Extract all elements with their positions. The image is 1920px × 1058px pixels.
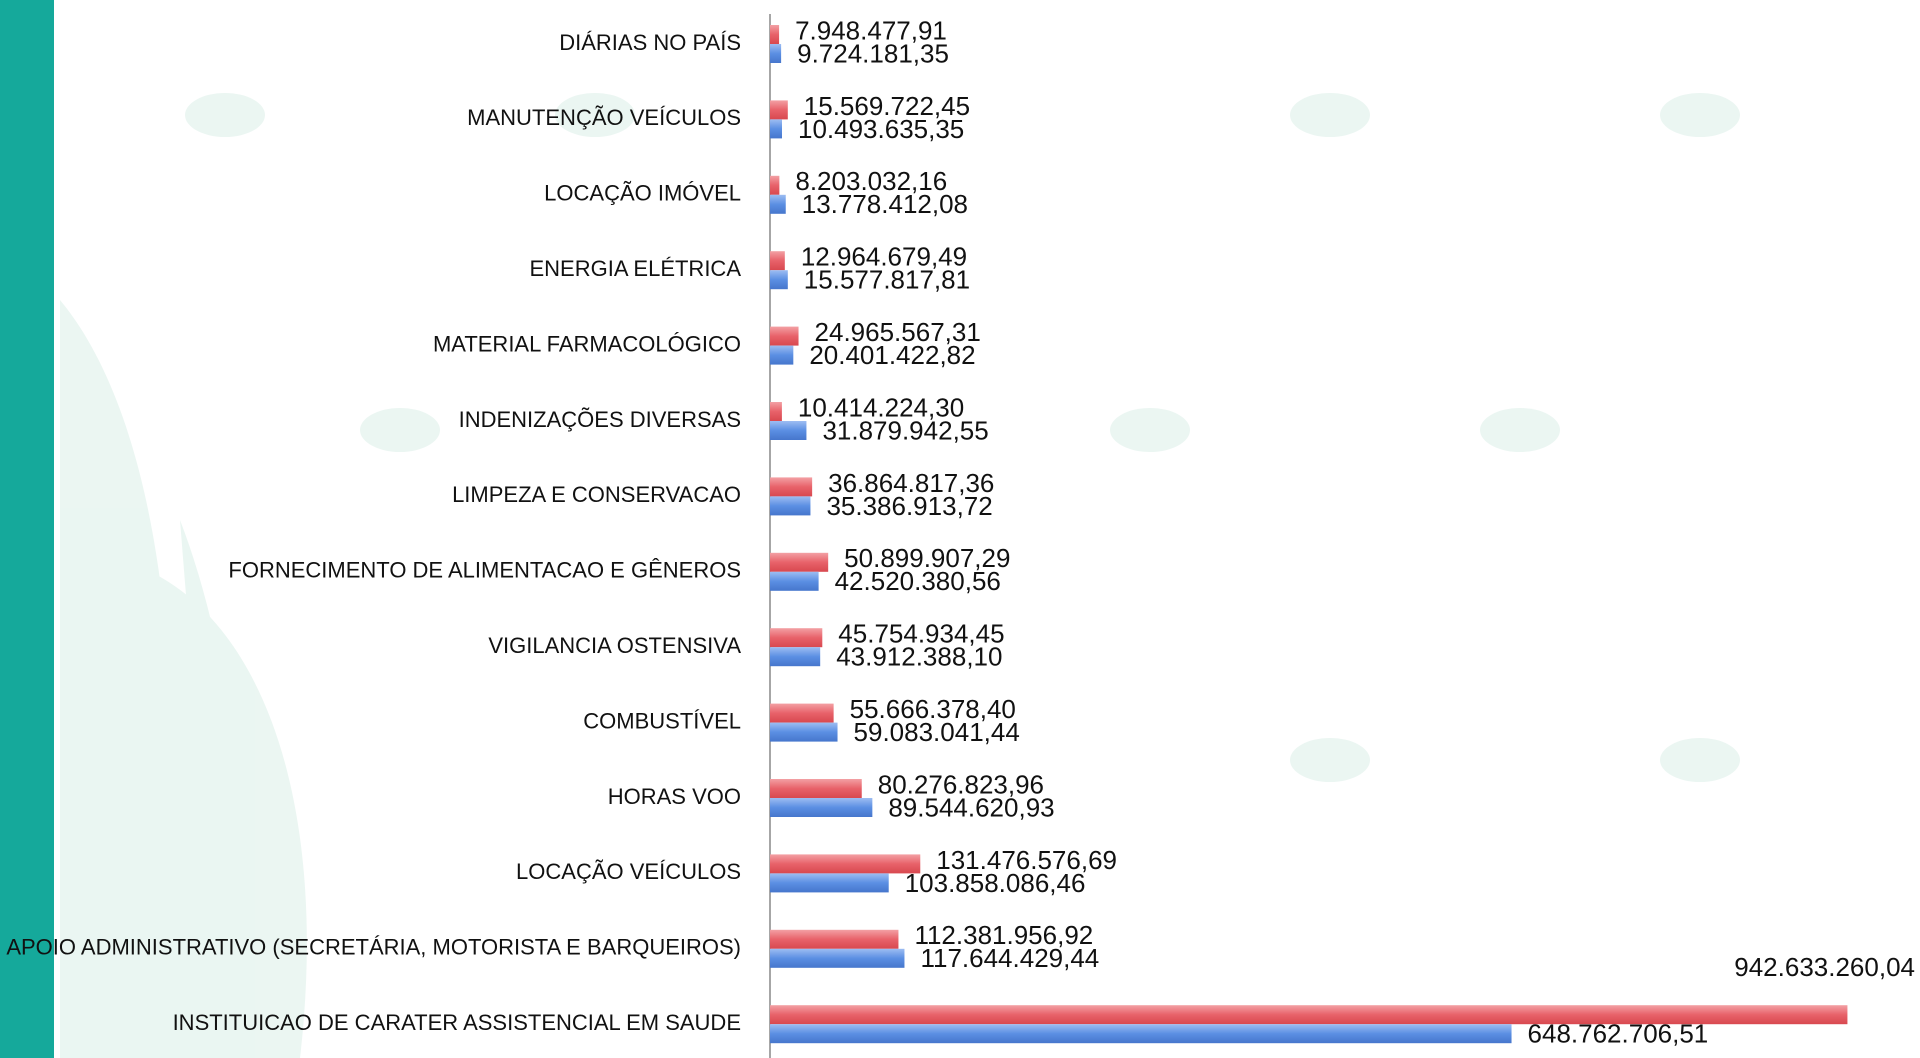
value-label: 13.778.412,08 [802,189,968,219]
value-label: 10.493.635,35 [798,114,964,144]
category-label: MATERIAL FARMACOLÓGICO [433,331,741,356]
bar [770,327,799,346]
bar [770,798,872,817]
category-label: LIMPEZA E CONSERVACAO [452,482,741,507]
category-label: DIÁRIAS NO PAÍS [559,30,741,55]
bar [770,402,782,421]
bar [770,628,822,647]
value-label: 43.912.388,10 [836,642,1002,672]
value-label: 20.401.422,82 [809,340,975,370]
bar [770,779,862,798]
category-label: MANUTENÇÃO VEÍCULOS [467,105,741,130]
value-label: 31.879.942,55 [822,415,988,445]
value-label: 942.633.260,04 [1734,952,1915,982]
bar [770,119,782,138]
value-label: 89.544.620,93 [888,792,1054,822]
value-label: 103.858.086,46 [905,868,1086,898]
value-label: 59.083.041,44 [854,717,1020,747]
bar [770,704,834,723]
bar [770,553,828,572]
bar [770,496,810,515]
category-label: FORNECIMENTO DE ALIMENTACAO E GÊNEROS [228,558,741,583]
bar [770,723,838,742]
bar [770,873,889,892]
value-label: 117.644.429,44 [920,943,1099,973]
category-label: INSTITUICAO DE CARATER ASSISTENCIAL EM S… [173,1010,741,1035]
bar [770,346,793,365]
sidebar [0,0,54,1058]
bar [770,176,779,195]
category-label: VIGILANCIA OSTENSIVA [488,633,741,658]
bar [770,1024,1512,1043]
bar [770,100,788,119]
category-label: LOCAÇÃO IMÓVEL [544,181,741,206]
bar [770,25,779,44]
value-label: 35.386.913,72 [826,491,992,521]
category-label: LOCAÇÃO VEÍCULOS [516,859,741,884]
bar [770,949,904,968]
category-label: HORAS VOO [608,784,741,809]
category-label: APOIO ADMINISTRATIVO (SECRETÁRIA, MOTORI… [6,935,741,960]
value-label: 9.724.181,35 [797,38,949,68]
bar [770,930,898,949]
value-label: 648.762.706,51 [1528,1019,1709,1049]
value-label: 15.577.817,81 [804,265,970,295]
value-label: 42.520.380,56 [835,566,1001,596]
bar [770,44,781,63]
bar [770,477,812,496]
category-label: COMBUSTÍVEL [583,708,741,733]
category-label: INDENIZAÇÕES DIVERSAS [459,407,741,432]
chart: DIÁRIAS NO PAÍS7.948.477,919.724.181,35M… [0,0,1920,1058]
bar [770,251,785,270]
bar [770,647,820,666]
bar [770,270,788,289]
bar [770,195,786,214]
category-label: ENERGIA ELÉTRICA [529,256,741,281]
bar [770,854,920,873]
bar [770,572,819,591]
bar [770,421,806,440]
